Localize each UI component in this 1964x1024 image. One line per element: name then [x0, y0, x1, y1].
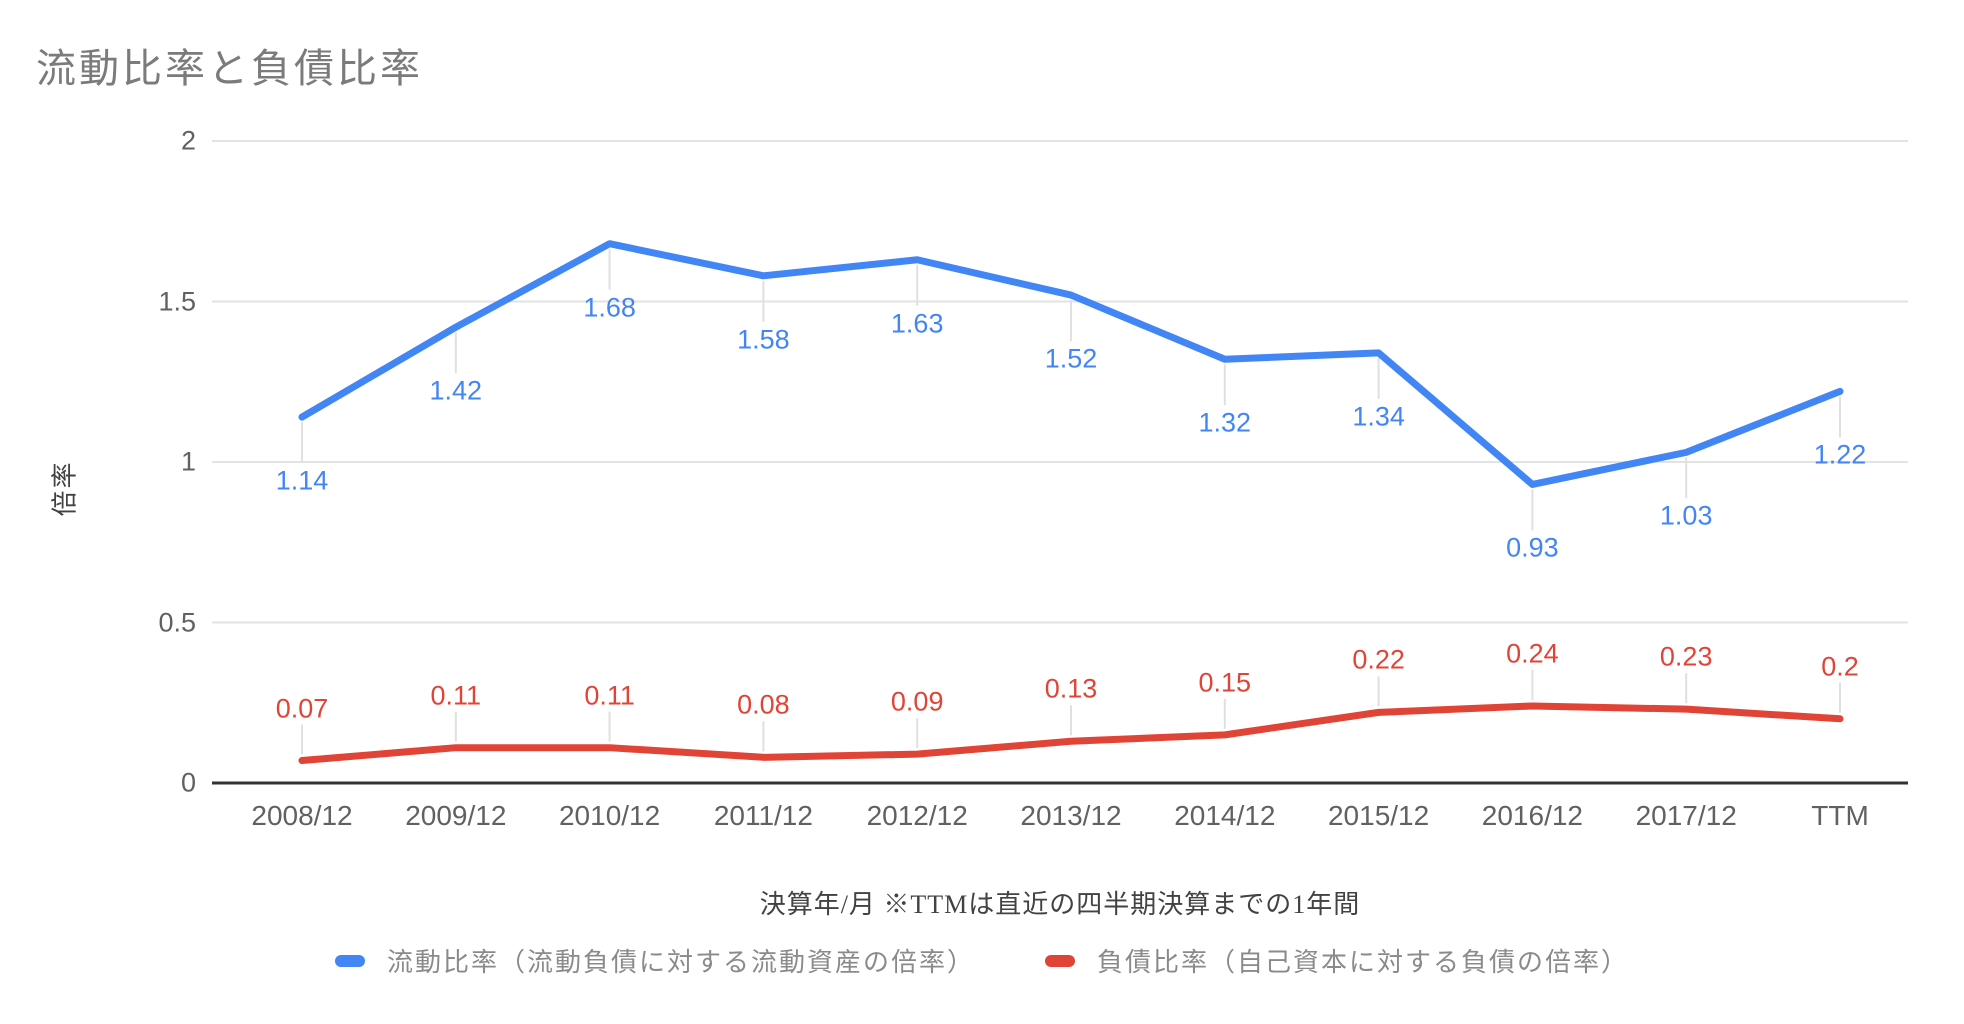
- data-label: 1.68: [583, 292, 636, 323]
- y-tick-label: 1: [180, 446, 196, 477]
- data-label: 0.11: [584, 680, 635, 711]
- x-tick-label: 2016/12: [1481, 800, 1583, 831]
- data-label: 1.34: [1352, 401, 1405, 432]
- data-label: 1.14: [275, 465, 329, 496]
- y-tick-label: 2: [180, 125, 196, 156]
- data-label: 0.08: [737, 689, 790, 720]
- x-tick-label: 2012/12: [866, 800, 968, 831]
- legend-label-debt-ratio: 負債比率（自己資本に対する負債の倍率）: [1097, 948, 1630, 977]
- data-label: 1.58: [737, 324, 790, 355]
- data-label: 1.63: [890, 308, 944, 339]
- x-tick-label: 2014/12: [1174, 800, 1276, 831]
- x-axis-title: 決算年/月 ※TTMは直近の四半期決算までの1年間: [759, 890, 1361, 919]
- legend-item-debt-ratio: 負債比率（自己資本に対する負債の倍率）: [1045, 942, 1629, 979]
- data-label: 0.22: [1352, 644, 1405, 675]
- y-axis-title: 倍率: [50, 460, 80, 517]
- y-tick-label: 0: [180, 767, 196, 798]
- data-label: 1.32: [1198, 407, 1252, 438]
- data-label: 0.93: [1506, 532, 1559, 563]
- data-label: 1.42: [429, 375, 483, 406]
- data-label: 0.15: [1198, 667, 1252, 698]
- series-line-debt-ratio: [298, 702, 1844, 765]
- data-label: 1.03: [1659, 500, 1713, 531]
- series-line-current-ratio: [298, 240, 1844, 488]
- x-tick-label: 2008/12: [251, 800, 353, 831]
- legend-swatch-debt-ratio: [1045, 954, 1075, 967]
- data-label: 0.23: [1659, 641, 1713, 672]
- data-label: 0.2: [1821, 651, 1859, 682]
- data-label: 0.13: [1044, 673, 1098, 704]
- data-label: 0.11: [430, 680, 482, 711]
- legend: 流動比率（流動負債に対する流動資産の倍率） 負債比率（自己資本に対する負債の倍率…: [0, 942, 1964, 979]
- legend-label-current-ratio: 流動比率（流動負債に対する流動資産の倍率）: [386, 948, 975, 977]
- data-label: 1.22: [1813, 439, 1867, 470]
- data-label: 0.07: [275, 693, 329, 724]
- y-tick-label: 1.5: [158, 286, 196, 316]
- x-tick-label: 2017/12: [1635, 800, 1737, 831]
- legend-item-current-ratio: 流動比率（流動負債に対する流動資産の倍率）: [334, 942, 975, 979]
- y-tick-label: 0.5: [158, 607, 196, 637]
- data-label: 0.24: [1506, 638, 1559, 669]
- data-label: 0.09: [890, 686, 944, 717]
- legend-swatch-current-ratio: [334, 954, 365, 967]
- x-tick-label: 2011/12: [713, 800, 813, 831]
- x-tick-label: 2013/12: [1020, 800, 1122, 831]
- data-label: 1.52: [1044, 343, 1098, 374]
- x-tick-label: 2015/12: [1327, 800, 1430, 831]
- x-tick-label: TTM: [1811, 800, 1869, 831]
- chart-title: 流動比率と負債比率: [36, 46, 423, 91]
- x-tick-label: 2009/12: [405, 800, 507, 831]
- x-tick-label: 2010/12: [558, 800, 661, 831]
